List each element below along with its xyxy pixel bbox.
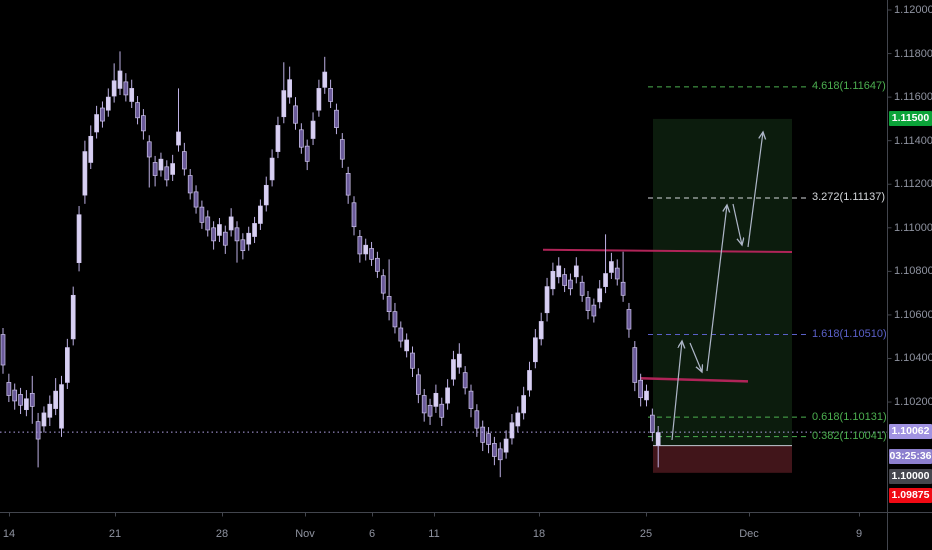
fib-level-label: 4.618(1.11647) — [812, 80, 886, 93]
price-axis[interactable]: 1.11500 1.10062 03:25:36 1.10000 1.09875… — [888, 0, 932, 550]
long-position-profit-zone[interactable] — [653, 118, 792, 446]
time-tick-label: Nov — [295, 528, 315, 540]
projection-arrow[interactable] — [747, 132, 763, 248]
time-tick-label: 9 — [855, 528, 863, 540]
projection-arrow[interactable] — [732, 203, 742, 245]
fib-level-label: 0.618(1.10131) — [812, 410, 887, 423]
projection-arrow[interactable] — [671, 341, 682, 441]
price-tick-label: 1.11200 — [894, 178, 932, 191]
target-price-label: 1.11500 — [889, 111, 932, 127]
time-tick-label: 28 — [215, 528, 229, 540]
long-position-loss-zone[interactable] — [653, 445, 792, 473]
fib-level-label: 0.382(1.10041) — [812, 430, 887, 443]
fib-level-label: 1.618(1.10510) — [812, 328, 887, 341]
resistance-line[interactable] — [542, 248, 793, 253]
price-tick-label: 1.11600 — [894, 91, 932, 104]
candles — [0, 51, 661, 478]
price-tick-label: 1.10800 — [894, 265, 932, 278]
resistance-line[interactable] — [639, 377, 749, 383]
time-tick-label: 21 — [108, 528, 122, 540]
time-tick-label: 11 — [428, 528, 440, 540]
time-tick-label: 25 — [639, 528, 653, 540]
price-tick-label: 1.11400 — [894, 134, 932, 147]
projection-arrow[interactable] — [706, 205, 727, 372]
stop-price-label: 1.09875 — [889, 488, 932, 503]
time-tick-label: 14 — [2, 528, 16, 540]
price-tick-label: 1.12000 — [894, 4, 932, 16]
time-axis[interactable]: 14 21 28 Nov 6 11 18 25 Dec 9 — [0, 513, 887, 550]
price-tick-label: 1.10400 — [894, 352, 932, 365]
time-tick-label: Dec — [739, 528, 759, 540]
time-tick-label: 18 — [532, 528, 546, 540]
last-price-label: 1.10062 — [889, 424, 932, 439]
countdown-label: 03:25:36 — [889, 449, 932, 464]
entry-price-label: 1.10000 — [889, 469, 932, 484]
projection-arrow[interactable] — [689, 342, 702, 372]
fib-level-label: 3.272(1.11137) — [812, 191, 885, 204]
time-tick-label: 6 — [368, 528, 376, 540]
price-tick-label: 1.10600 — [894, 308, 932, 321]
price-tick-label: 1.11800 — [894, 47, 932, 60]
price-tick-label: 1.10200 — [894, 396, 932, 409]
price-tick-label: 1.11000 — [894, 221, 932, 234]
